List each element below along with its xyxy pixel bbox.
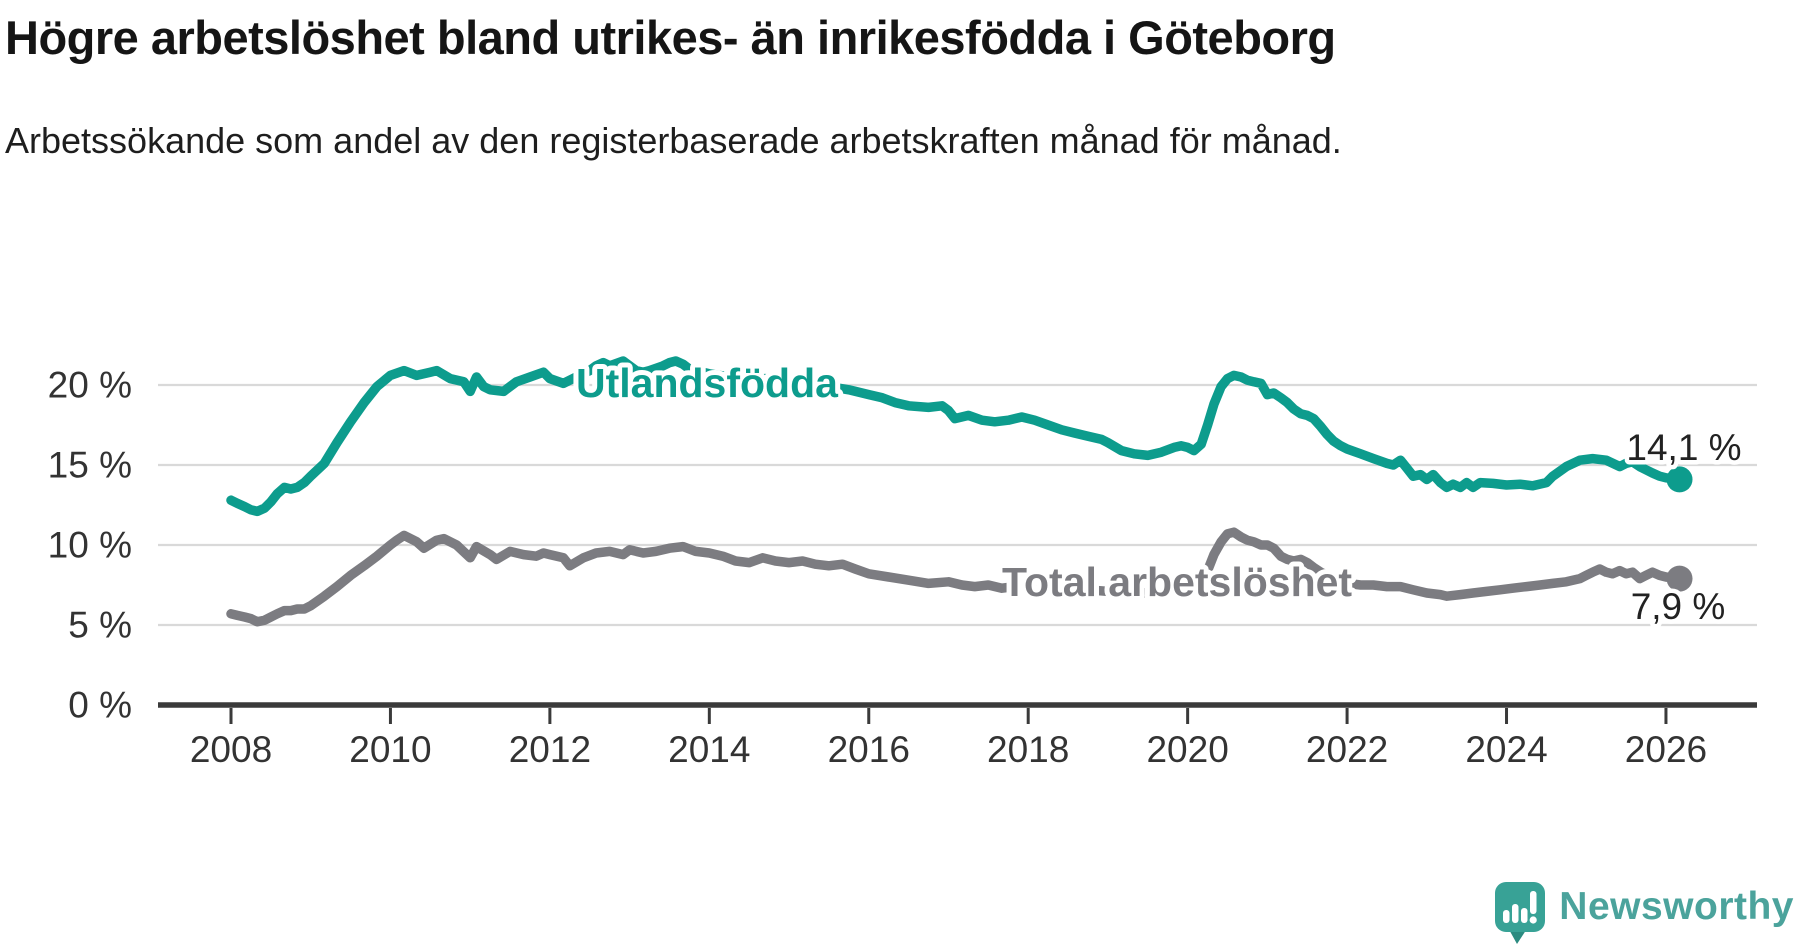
line-series-0 [226, 356, 1685, 517]
y-tick-label: 10 % [48, 525, 132, 566]
y-tick-label: 15 % [48, 445, 132, 486]
x-tick-label: 2008 [190, 729, 272, 770]
chart-subtitle: Arbetssökande som andel av den registerb… [5, 120, 1342, 161]
x-tick-label: 2014 [668, 729, 750, 770]
y-tick-label: 0 % [68, 685, 132, 726]
line-series-1 [226, 527, 1685, 627]
endpoint-dot-series-0 [1666, 466, 1693, 493]
x-tick-label: 2022 [1306, 729, 1388, 770]
end-value-label-0: 14,1 % [1626, 427, 1741, 468]
x-tick-label: 2016 [828, 729, 910, 770]
x-tick-label: 2012 [509, 729, 591, 770]
newsworthy-logo-icon [1495, 882, 1546, 944]
page-title: Högre arbetslöshet bland utrikes- än inr… [5, 11, 1336, 64]
x-tick-label: 2020 [1146, 729, 1228, 770]
series-label-1: Total arbetslöshet [1002, 559, 1352, 605]
x-tick-label: 2018 [987, 729, 1069, 770]
x-tick-label: 2026 [1625, 729, 1707, 770]
y-tick-label: 5 % [68, 605, 132, 646]
endpoint-dot-series-1 [1666, 565, 1693, 592]
newsworthy-logo: Newsworthy [1494, 878, 1794, 948]
brand-wordmark: Newsworthy [1559, 885, 1794, 928]
x-tick-label: 2024 [1465, 729, 1547, 770]
x-tick-label: 2010 [349, 729, 431, 770]
y-tick-label: 20 % [48, 365, 132, 406]
series-label-0: Utlandsfödda [576, 360, 839, 406]
end-value-label-1: 7,9 % [1631, 586, 1726, 627]
